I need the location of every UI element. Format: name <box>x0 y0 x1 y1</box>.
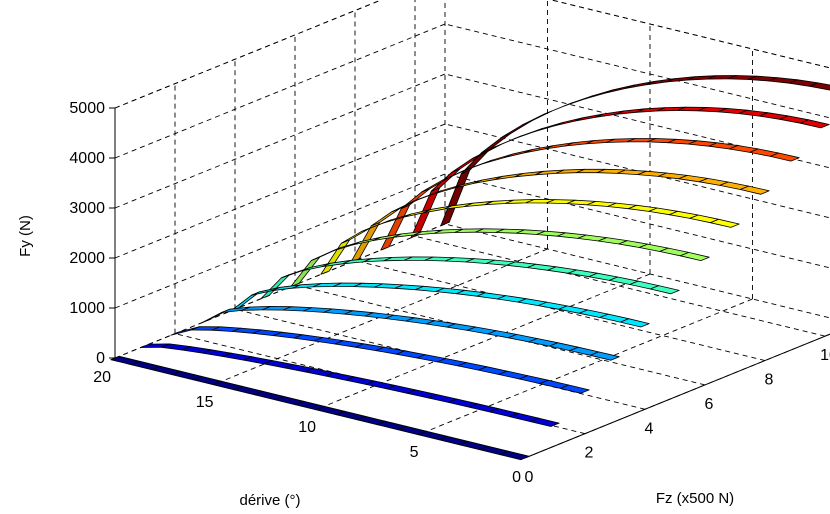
ribbon-fz-1 <box>140 343 560 427</box>
z-tick-label: 2000 <box>69 250 105 267</box>
x-tick-label: 6 <box>705 396 714 413</box>
z-axis-label: Fy (N) <box>17 215 34 257</box>
grid-line-z <box>114 223 446 359</box>
grid-line-z <box>114 0 383 109</box>
grid-line-y <box>114 223 446 359</box>
y-tick-label: 5 <box>410 444 419 461</box>
y-axis-label: dérive (°) <box>239 492 300 509</box>
ribbon-fz-4 <box>230 282 650 328</box>
grid-line-z <box>549 0 830 69</box>
surface-patch <box>473 175 504 184</box>
surface-patch <box>499 450 530 461</box>
x-tick-label: 10 <box>820 347 830 364</box>
surface-patch <box>679 251 710 262</box>
z-tick-label: 3000 <box>69 200 105 217</box>
z-tick-label: 4000 <box>69 150 105 167</box>
surface-ribbons <box>110 75 830 461</box>
tick-labels: 0 1000 2000 3000 4000 5000 0 5 10 15 20 0 2 4 6 8 10 <box>69 100 830 486</box>
x-tick-label: 8 <box>765 372 774 389</box>
surface-patch <box>559 384 590 394</box>
surface-patch <box>574 113 605 122</box>
ribbon-fz-8 <box>350 168 770 263</box>
z-tick-label: 1000 <box>69 300 105 317</box>
ribbon-fz-7 <box>320 199 740 275</box>
x-tick-label: 0 <box>525 469 534 486</box>
x-tick-label: 2 <box>585 445 594 462</box>
ribbon-fz-11 <box>440 75 830 227</box>
y-tick-label: 0 <box>512 469 521 486</box>
box-top-edge <box>114 0 383 109</box>
surface-patch <box>604 84 635 94</box>
x-tick-label: 4 <box>645 420 654 437</box>
grid-line-z <box>114 23 446 159</box>
ribbon-fz-2 <box>170 326 590 394</box>
grid-line-z <box>114 73 446 209</box>
grid-line-z <box>444 173 830 269</box>
surface-patch <box>320 239 351 275</box>
grid-line-z <box>444 223 830 319</box>
surface-patch <box>553 117 584 127</box>
x-axis-label: Fz (x500 N) <box>656 490 734 507</box>
ribbon-fz-0 <box>110 355 530 461</box>
surface-patch <box>503 148 534 159</box>
y-tick-label: 20 <box>93 369 111 386</box>
box-top-edge <box>549 0 830 69</box>
surface-patch <box>809 82 830 91</box>
grid-line-z <box>444 73 830 169</box>
grid-line-x <box>414 235 826 337</box>
grid-line-x <box>354 260 766 361</box>
grid-line-z <box>444 23 830 119</box>
surface-patch <box>649 285 680 295</box>
surface-patch <box>769 152 800 162</box>
ribbon-fz-6 <box>290 228 710 288</box>
surface-patch <box>529 417 560 427</box>
surface-patch <box>799 119 830 129</box>
surface-patch <box>589 351 620 361</box>
y-tick-label: 15 <box>196 394 214 411</box>
surface-patch <box>619 318 650 328</box>
z-tick-label: 5000 <box>69 100 105 117</box>
ribbon-fz-3 <box>200 305 620 361</box>
surface-patch <box>709 218 740 228</box>
z-tick-label: 0 <box>96 350 105 367</box>
x-axis-line <box>524 333 830 459</box>
y-tick-label: 10 <box>298 419 316 436</box>
ribbon-fz-5 <box>260 256 680 300</box>
grid-line-z <box>114 123 446 259</box>
surface-patch <box>739 185 770 195</box>
